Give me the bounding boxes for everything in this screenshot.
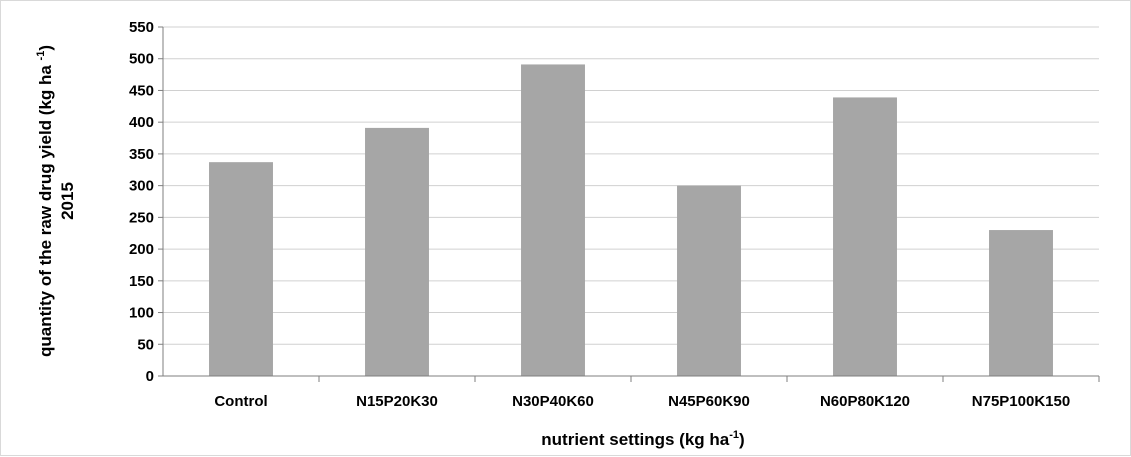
x-tick-label-Control: Control — [214, 393, 267, 410]
bar-N15P20K30 — [365, 127, 429, 376]
y-tick-label-50: 50 — [137, 336, 154, 353]
y-tick-label-200: 200 — [129, 241, 154, 258]
y-tick-label-0: 0 — [146, 368, 154, 385]
y-axis-title-line2: 2015 — [58, 182, 77, 220]
axes — [158, 26, 1100, 382]
y-tick-label-150: 150 — [129, 273, 154, 290]
bars — [209, 64, 1053, 377]
y-tick-label-400: 400 — [129, 114, 154, 131]
y-axis-title-line1: quantity of the raw drug yield (kg ha -1… — [35, 45, 55, 357]
bar-N30P40K60 — [521, 64, 585, 377]
bar-Control — [209, 162, 273, 376]
bar-N45P60K90 — [677, 185, 741, 376]
x-axis-title: nutrient settings (kg ha-1) — [541, 429, 744, 449]
gridlines — [163, 26, 1099, 345]
x-tick-label-N75P100K150: N75P100K150 — [972, 393, 1070, 410]
y-tick-label-450: 450 — [129, 82, 154, 99]
y-tick-label-550: 550 — [129, 19, 154, 36]
tick-labels: 0 50 100 150 200 250 300 350 400 450 500 550 Control… — [129, 19, 1070, 410]
y-tick-label-100: 100 — [129, 305, 154, 322]
bar-N60P80K120 — [833, 97, 897, 377]
y-tick-label-350: 350 — [129, 146, 154, 163]
y-tick-label-300: 300 — [129, 178, 154, 195]
x-tick-label-N45P60K90: N45P60K90 — [668, 393, 750, 410]
y-tick-label-250: 250 — [129, 209, 154, 226]
x-tick-label-N30P40K60: N30P40K60 — [512, 393, 594, 410]
x-tick-label-N60P80K120: N60P80K120 — [820, 393, 910, 410]
x-tick-label-N15P20K30: N15P20K30 — [356, 393, 438, 410]
y-tick-label-500: 500 — [129, 51, 154, 68]
bar-N75P100K150 — [989, 230, 1053, 376]
y-axis-title: quantity of the raw drug yield (kg ha -1… — [35, 45, 77, 357]
